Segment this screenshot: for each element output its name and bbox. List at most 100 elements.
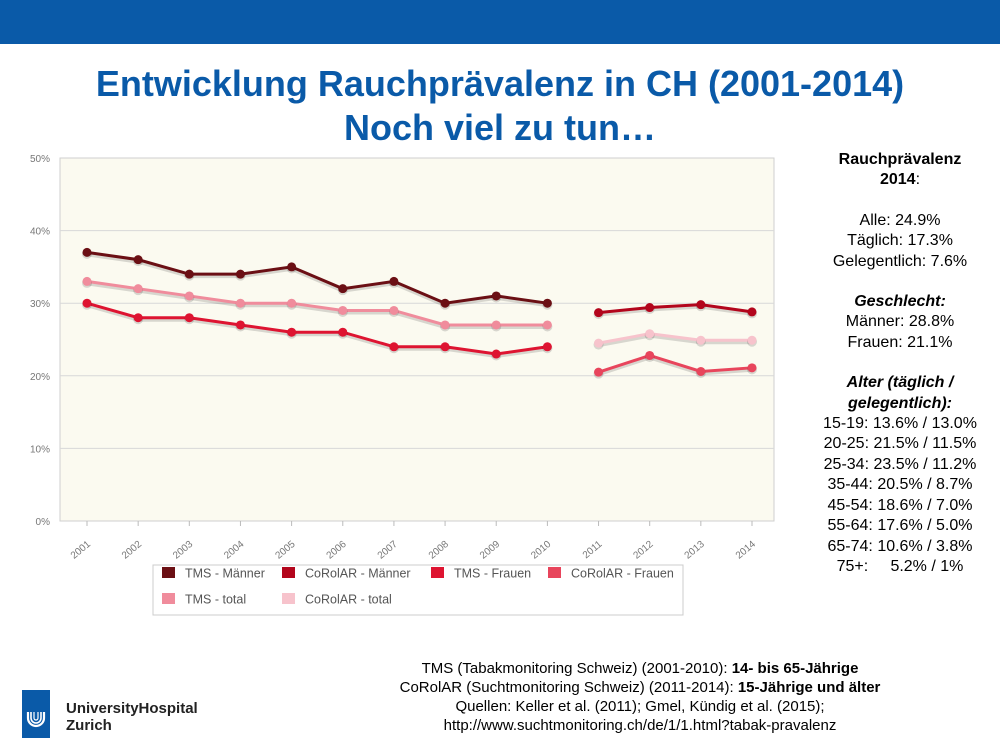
stat-maenner: Männer: 28.8% xyxy=(845,313,955,331)
x-tick-label: 2001 xyxy=(69,539,93,562)
series-point xyxy=(133,313,143,323)
series-point xyxy=(133,255,143,265)
source-notes: TMS (Tabakmonitoring Schweiz) (2001-2010… xyxy=(300,659,980,735)
x-tick-label: 2007 xyxy=(376,539,400,562)
stat-frauen: Frauen: 21.1% xyxy=(847,333,953,351)
series-line-shadow xyxy=(598,304,753,317)
series-point xyxy=(491,349,501,359)
series-point xyxy=(133,284,143,294)
x-tick-label: 2008 xyxy=(427,539,451,562)
series-point xyxy=(747,307,757,317)
brand-line-1: UniversityHospital xyxy=(66,700,198,717)
series-point xyxy=(82,276,92,286)
x-tick-label: 2004 xyxy=(222,539,246,562)
plot-area xyxy=(59,157,775,522)
x-tick-label: 2010 xyxy=(529,539,553,562)
stat-gelegentlich: Gelegentlich: 7.6% xyxy=(832,252,968,270)
series-point xyxy=(645,303,655,313)
y-tick-label: 20% xyxy=(30,372,50,383)
series-point xyxy=(491,320,501,330)
legend-swatch xyxy=(162,567,175,578)
legend-label: TMS - Frauen xyxy=(454,567,531,581)
series-point xyxy=(594,338,604,348)
source-line-1-text: TMS (Tabakmonitoring Schweiz) (2001-2010… xyxy=(421,660,732,677)
legend-box xyxy=(152,564,684,616)
series-point xyxy=(235,269,245,279)
brand-name: UniversityHospital Zurich xyxy=(66,700,198,734)
series-point xyxy=(747,335,757,345)
title-line-2: Noch viel zu tun… xyxy=(343,107,656,148)
series-point xyxy=(594,367,604,377)
x-tick-label: 2009 xyxy=(478,539,502,562)
stats-heading: Rauchprävalenz xyxy=(838,151,962,168)
series-point xyxy=(235,320,245,330)
y-tick-label: 40% xyxy=(30,227,50,238)
prevalence-chart: 0%10%20%30%40%50% 2001 2002 2003 2004 2005 20… xyxy=(30,154,775,616)
series-line-shadow xyxy=(86,252,548,308)
stat-taeglich: Täglich: 17.3% xyxy=(847,232,953,250)
source-line-1-bold: 14- bis 65-Jährige xyxy=(731,660,859,677)
legend-swatch xyxy=(162,593,175,604)
x-tick-label: 2012 xyxy=(632,539,656,562)
y-axis-ticks: 0% 10% 20% 30% 40% 50% xyxy=(30,154,50,528)
legend-swatch xyxy=(282,567,295,578)
legend-label: CoRolAR - Männer xyxy=(305,567,411,581)
legend-swatch xyxy=(431,567,444,578)
series-line xyxy=(598,332,752,345)
source-url[interactable]: http://www.suchtmonitoring.ch/de/1/1.htm… xyxy=(443,717,837,734)
series-point xyxy=(696,300,706,310)
series-line xyxy=(86,250,548,305)
series-point xyxy=(82,298,92,308)
series-point xyxy=(287,262,297,272)
series-point xyxy=(594,308,604,318)
series-point xyxy=(287,298,297,308)
series-line-shadow xyxy=(598,333,752,348)
series-line xyxy=(598,303,753,315)
series-line-shadow xyxy=(86,303,548,359)
series-point xyxy=(184,291,194,301)
stats-year: 2014 xyxy=(879,171,916,189)
series-point xyxy=(491,291,501,301)
age-row: 35-44: 20.5% / 8.7% xyxy=(827,476,973,494)
legend-label: CoRolAR - total xyxy=(305,593,392,607)
age-row: 55-64: 17.6% / 5.0% xyxy=(827,517,973,535)
age-row: 25-34: 23.5% / 11.2% xyxy=(823,455,977,473)
series-point xyxy=(645,329,655,339)
series-point xyxy=(389,342,399,352)
series-point xyxy=(184,313,194,323)
series-point xyxy=(542,298,552,308)
series-point xyxy=(287,327,297,337)
series-point xyxy=(82,247,92,257)
age-row: 15-19: 13.6% / 13.0% xyxy=(823,415,977,433)
series-point xyxy=(645,350,655,360)
source-line-2-bold: 15-Jährige und älter xyxy=(737,679,881,696)
stat-alle: Alle: 24.9% xyxy=(859,211,941,229)
chart-legend: TMS - Männer CoRolAR - Männer TMS - Frauen… xyxy=(152,564,684,616)
stats-panel: Rauchprävalenz 2014: Alle: 24.9% Täglich… xyxy=(800,150,1000,577)
x-tick-label: 2006 xyxy=(325,539,349,562)
legend-label: TMS - Männer xyxy=(185,567,265,581)
slide-title: Entwicklung Rauchprävalenz in CH (2001-2… xyxy=(0,62,1000,150)
x-axis-ticks: 2001 2002 2003 2004 2005 2006 2007 2008 2009 2010… xyxy=(69,521,758,562)
series-line-shadow xyxy=(597,355,753,377)
series-point xyxy=(440,320,450,330)
gridlines xyxy=(60,230,774,449)
series-point xyxy=(338,305,348,315)
x-tick-label: 2003 xyxy=(171,539,195,562)
legend-label: TMS - total xyxy=(185,593,246,607)
source-line-3: Quellen: Keller et al. (2011); Gmel, Kün… xyxy=(455,698,825,715)
series-line xyxy=(598,353,753,374)
series-point xyxy=(696,366,706,376)
legend-swatch xyxy=(548,567,561,578)
x-tick-label: 2014 xyxy=(734,539,758,562)
source-line-1: TMS (Tabakmonitoring Schweiz) (2001-2010… xyxy=(300,659,980,678)
geschlecht-title: Geschlecht: xyxy=(854,293,946,311)
stats-heading-year: 2014: xyxy=(800,170,1000,190)
stats-colon: : xyxy=(915,171,921,189)
series-point xyxy=(184,269,194,279)
age-row: 75+: 5.2% / 1% xyxy=(836,557,964,575)
series-point xyxy=(338,284,348,294)
series-point xyxy=(235,298,245,308)
alter-title-1: Alter (täglich / xyxy=(846,374,954,392)
top-bar xyxy=(0,0,1000,44)
